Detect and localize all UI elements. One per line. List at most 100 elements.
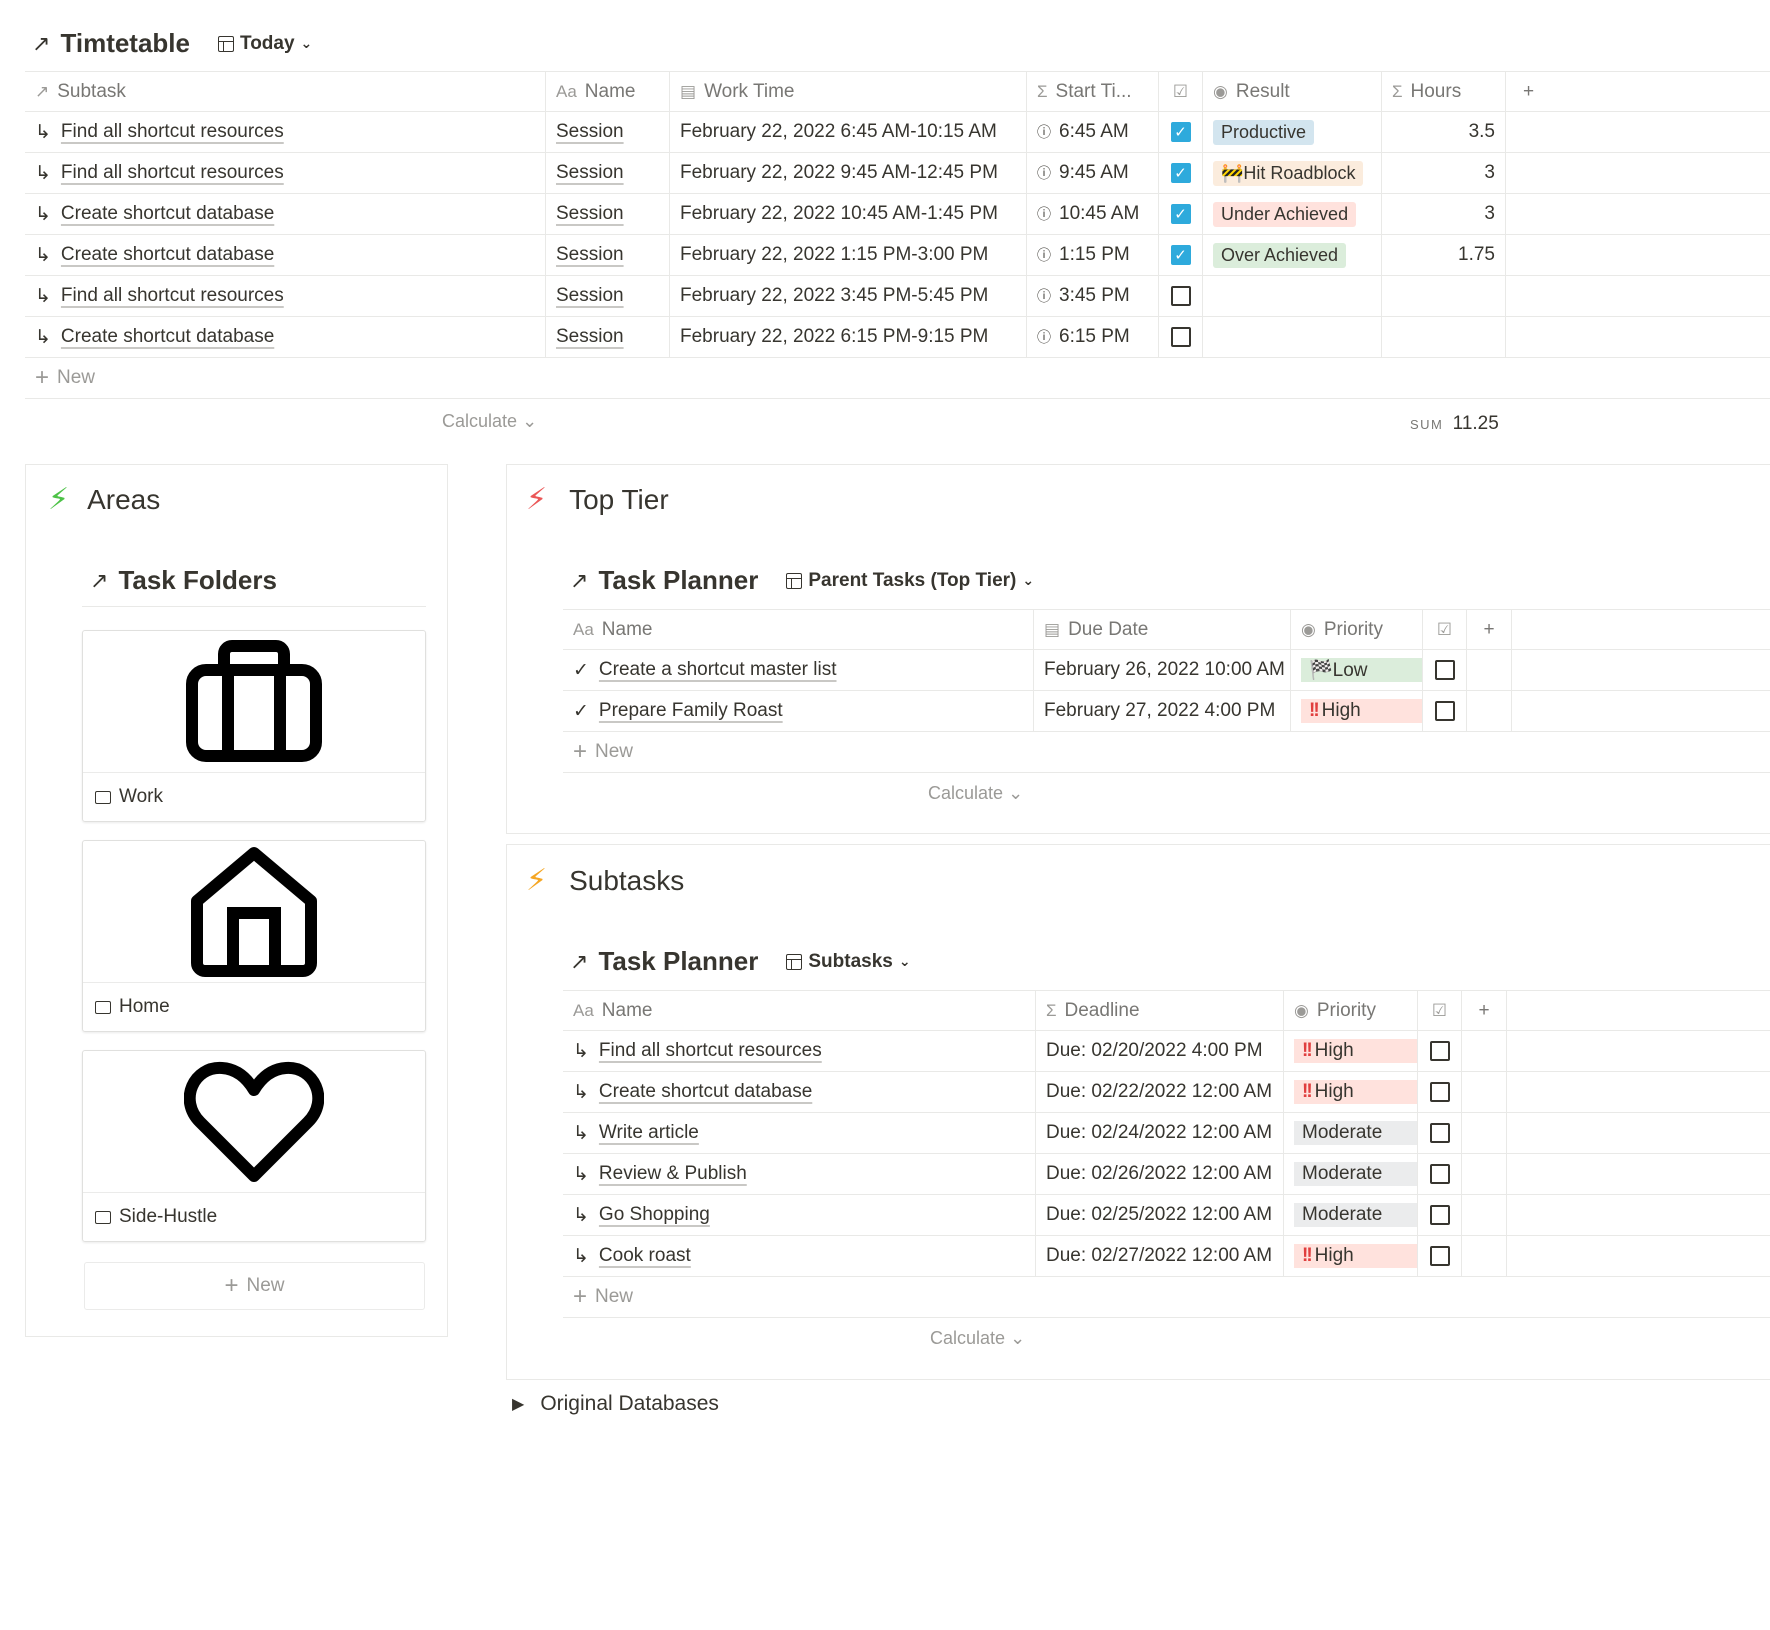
view-switcher[interactable]: Parent Tasks (Top Tier) ⌄ (786, 570, 1034, 592)
new-row-button[interactable]: + New (563, 732, 1770, 773)
subtask-cell[interactable]: ↳ Find all shortcut resources (25, 276, 546, 316)
priority-cell[interactable]: !! High (1284, 1236, 1418, 1276)
result-cell[interactable] (1203, 317, 1382, 357)
checkbox-cell[interactable] (1423, 650, 1467, 690)
work-time-cell[interactable]: February 22, 2022 6:45 AM-10:15 AM (670, 112, 1027, 152)
col-name[interactable]: Aa Name (563, 610, 1034, 649)
checkbox[interactable] (1429, 1082, 1450, 1102)
folder-card-work[interactable]: Work (82, 630, 426, 822)
checkbox-cell[interactable] (1159, 317, 1203, 357)
subtask-cell[interactable]: ↳ Find all shortcut resources (25, 112, 546, 152)
priority-cell[interactable]: !! High (1284, 1031, 1418, 1071)
checkbox[interactable] (1170, 327, 1191, 347)
checkbox[interactable]: ✓ (1170, 204, 1191, 224)
table-row[interactable]: ✓ Prepare Family Roast February 27, 2022 … (563, 691, 1770, 732)
checkbox-cell[interactable] (1418, 1031, 1462, 1071)
table-row[interactable]: ↳ Find all shortcut resources Session Feb… (25, 153, 1770, 194)
table-row[interactable]: ↳ Create shortcut database Session Februa… (25, 317, 1770, 358)
work-time-cell[interactable]: February 22, 2022 10:45 AM-1:45 PM (670, 194, 1027, 234)
calculate-button[interactable]: Calculate ⌄ (928, 783, 1024, 803)
add-property-button[interactable]: + (1462, 991, 1507, 1030)
subtask-cell[interactable]: ↳ Create shortcut database (25, 317, 546, 357)
timetable-view-switcher[interactable]: Today ⌄ (218, 33, 312, 55)
name-cell[interactable]: Session (546, 194, 670, 234)
name-cell[interactable]: Session (546, 317, 670, 357)
due-date-cell[interactable]: February 27, 2022 4:00 PM (1034, 691, 1291, 731)
col-priority[interactable]: ◉ Priority (1284, 991, 1418, 1030)
checkbox-cell[interactable] (1418, 1072, 1462, 1112)
table-row[interactable]: ↳ Create shortcut database Due: 02/22/202… (563, 1072, 1770, 1113)
col-name[interactable]: Aa Name (563, 991, 1036, 1030)
checkbox-cell[interactable] (1418, 1154, 1462, 1194)
new-row-button[interactable]: + New (25, 358, 1770, 399)
checkbox[interactable]: ✓ (1170, 245, 1191, 265)
folder-card-home[interactable]: Home (82, 840, 426, 1032)
view-switcher[interactable]: Subtasks ⌄ (786, 951, 911, 973)
checkbox[interactable] (1429, 1205, 1450, 1225)
name-cell[interactable]: ↳ Create shortcut database (563, 1072, 1036, 1112)
hours-cell[interactable]: 3 (1382, 194, 1506, 234)
planner-title[interactable]: Task Planner (598, 946, 759, 976)
name-cell[interactable]: Session (546, 276, 670, 316)
checkbox[interactable] (1429, 1246, 1450, 1266)
col-work-time[interactable]: ▤ Work Time (670, 72, 1027, 111)
priority-cell[interactable]: 🏁Low (1291, 650, 1423, 690)
checkbox[interactable] (1429, 1041, 1450, 1061)
new-folder-button[interactable]: + New (84, 1262, 425, 1310)
hours-cell[interactable]: 3 (1382, 153, 1506, 193)
table-row[interactable]: ↳ Cook roast Due: 02/27/2022 12:00 AM !! H… (563, 1236, 1770, 1277)
start-time-cell[interactable]: ⓘ 3:45 PM (1027, 276, 1159, 316)
checkbox[interactable] (1170, 286, 1191, 306)
col-subtask[interactable]: ↗ Subtask (25, 72, 546, 111)
checkbox[interactable]: ✓ (1170, 122, 1191, 142)
name-cell[interactable]: ↳ Cook roast (563, 1236, 1036, 1276)
subtask-cell[interactable]: ↳ Find all shortcut resources (25, 153, 546, 193)
result-cell[interactable]: Under Achieved (1203, 194, 1382, 234)
hours-cell[interactable] (1382, 276, 1506, 316)
checkbox-cell[interactable]: ✓ (1159, 112, 1203, 152)
name-cell[interactable]: Session (546, 153, 670, 193)
checkbox-cell[interactable] (1418, 1113, 1462, 1153)
result-cell[interactable] (1203, 276, 1382, 316)
table-row[interactable]: ↳ Find all shortcut resources Due: 02/20/… (563, 1031, 1770, 1072)
new-row-button[interactable]: + New (563, 1277, 1770, 1318)
original-databases-toggle[interactable]: ▶ Original Databases (512, 1392, 719, 1416)
deadline-cell[interactable]: Due: 02/27/2022 12:00 AM (1036, 1236, 1284, 1276)
checkbox-cell[interactable]: ✓ (1159, 194, 1203, 234)
start-time-cell[interactable]: ⓘ 6:45 AM (1027, 112, 1159, 152)
name-cell[interactable]: Session (546, 112, 670, 152)
checkbox[interactable]: ✓ (1170, 163, 1191, 183)
table-row[interactable]: ↳ Create shortcut database Session Februa… (25, 194, 1770, 235)
col-deadline[interactable]: Σ Deadline (1036, 991, 1284, 1030)
result-cell[interactable]: 🚧Hit Roadblock (1203, 153, 1382, 193)
table-row[interactable]: ✓ Create a shortcut master list February … (563, 650, 1770, 691)
table-row[interactable]: ↳ Review & Publish Due: 02/26/2022 12:00 … (563, 1154, 1770, 1195)
subtask-cell[interactable]: ↳ Create shortcut database (25, 235, 546, 275)
col-checkbox[interactable]: ☑ (1418, 991, 1462, 1030)
result-cell[interactable]: Over Achieved (1203, 235, 1382, 275)
table-row[interactable]: ↳ Go Shopping Due: 02/25/2022 12:00 AM Mo… (563, 1195, 1770, 1236)
result-cell[interactable]: Productive (1203, 112, 1382, 152)
checkbox-cell[interactable] (1418, 1195, 1462, 1235)
col-result[interactable]: ◉ Result (1203, 72, 1382, 111)
checkbox[interactable] (1434, 701, 1455, 721)
folder-card-side-hustle[interactable]: Side-Hustle (82, 1050, 426, 1242)
add-property-button[interactable]: + (1522, 80, 1535, 102)
col-checkbox[interactable]: ☑ (1159, 72, 1203, 111)
table-row[interactable]: ↳ Create shortcut database Session Februa… (25, 235, 1770, 276)
work-time-cell[interactable]: February 22, 2022 9:45 AM-12:45 PM (670, 153, 1027, 193)
add-property-button[interactable]: + (1467, 610, 1512, 649)
calculate-button[interactable]: Calculate ⌄ (442, 411, 538, 431)
checkbox-cell[interactable]: ✓ (1159, 153, 1203, 193)
priority-cell[interactable]: !! High (1291, 691, 1423, 731)
table-row[interactable]: ↳ Write article Due: 02/24/2022 12:00 AM … (563, 1113, 1770, 1154)
checkbox[interactable] (1434, 660, 1455, 680)
work-time-cell[interactable]: February 22, 2022 1:15 PM-3:00 PM (670, 235, 1027, 275)
name-cell[interactable]: Session (546, 235, 670, 275)
deadline-cell[interactable]: Due: 02/26/2022 12:00 AM (1036, 1154, 1284, 1194)
work-time-cell[interactable]: February 22, 2022 3:45 PM-5:45 PM (670, 276, 1027, 316)
col-priority[interactable]: ◉ Priority (1291, 610, 1423, 649)
checkbox-cell[interactable] (1418, 1236, 1462, 1276)
deadline-cell[interactable]: Due: 02/20/2022 4:00 PM (1036, 1031, 1284, 1071)
checkbox-cell[interactable] (1423, 691, 1467, 731)
